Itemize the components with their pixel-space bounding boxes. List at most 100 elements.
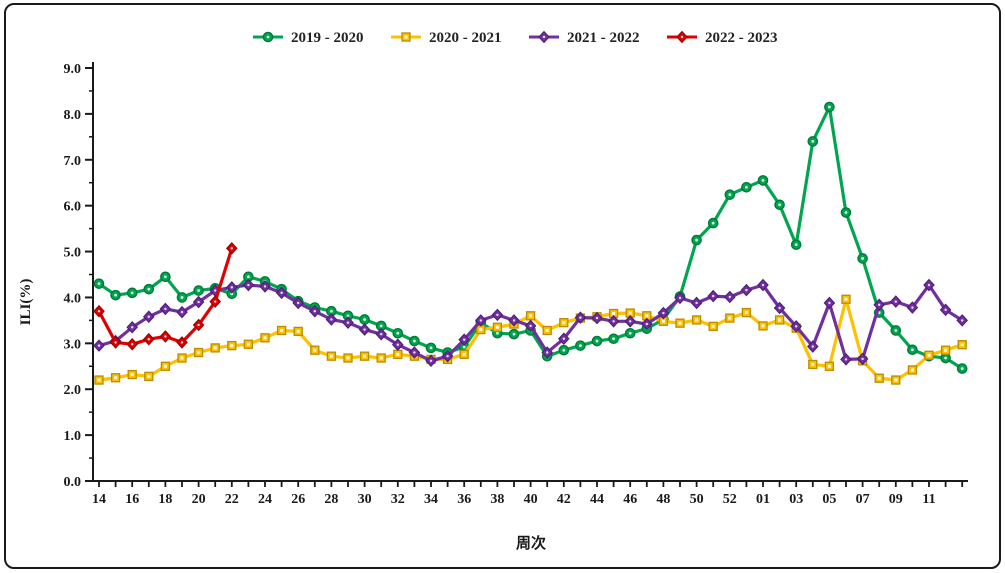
data-point-center [330, 309, 333, 313]
x-tick-label: 14 [92, 492, 106, 507]
data-point-center [678, 296, 682, 300]
x-tick-label: 24 [258, 492, 272, 507]
data-point-center [246, 342, 250, 346]
data-point-center [230, 286, 233, 289]
data-point-center [263, 336, 267, 340]
data-point-center [512, 319, 516, 322]
data-point-center [927, 283, 931, 287]
data-point-center [828, 105, 831, 109]
legend-item-2021-2022: 2021 - 2022 [529, 30, 640, 46]
x-tick-label: 46 [623, 492, 637, 507]
data-point-center [811, 362, 815, 366]
y-tick-label: 0.0 [64, 475, 82, 490]
data-point-center [114, 293, 117, 297]
data-point-center [130, 291, 134, 295]
axes: 0.0 1.0 2.0 3.0 4.0 5.0 6.0 7.0 8.0 9.0 14 16 18 20 22… [64, 62, 968, 507]
data-point-center [97, 378, 101, 382]
data-point-center [844, 211, 848, 214]
series-2022-2023 [93, 242, 238, 351]
data-point-center [346, 314, 350, 318]
data-point-center [628, 331, 632, 335]
data-point-center [379, 356, 383, 360]
data-point-center [761, 283, 765, 287]
data-point-center [562, 321, 566, 325]
x-tick-label: 32 [391, 492, 405, 507]
data-point-center [761, 179, 765, 182]
data-point-center [828, 301, 831, 305]
data-point-center [97, 344, 101, 347]
data-point-center [878, 303, 881, 306]
data-point-center [296, 329, 300, 333]
data-point-center [795, 325, 798, 328]
data-point-center [629, 320, 632, 323]
data-point-center [164, 335, 167, 338]
data-point-center [612, 312, 616, 316]
data-point-center [628, 311, 632, 315]
data-point-center [114, 376, 118, 380]
data-point-center [645, 314, 649, 318]
y-tick-label: 1.0 [64, 429, 82, 444]
data-point-center [728, 295, 731, 299]
x-tick-label: 11 [922, 492, 935, 507]
data-point-center [944, 356, 947, 360]
data-point-center [197, 300, 200, 304]
x-tick-label: 38 [490, 492, 504, 507]
x-tick-label: 50 [690, 492, 704, 507]
x-tick-label: 16 [125, 492, 139, 507]
data-point-center [147, 338, 150, 341]
data-point-center [778, 306, 781, 310]
data-point-center [247, 275, 250, 279]
legend-label: 2021 - 2022 [567, 30, 640, 46]
data-point-center [960, 343, 964, 347]
data-point-center [396, 343, 399, 346]
data-point-center [346, 356, 350, 360]
x-tick-label: 30 [358, 492, 372, 507]
data-point-center [911, 306, 914, 309]
data-point-center [542, 35, 546, 39]
data-point-center [329, 354, 333, 358]
y-tick-label: 5.0 [64, 246, 82, 261]
x-tick-label: 28 [324, 492, 338, 507]
data-point-center [280, 291, 283, 295]
data-point-center [266, 35, 270, 39]
data-point-center [147, 287, 151, 291]
data-point-center [130, 373, 134, 377]
data-point-center [595, 316, 599, 320]
series-2021-2022 [93, 278, 969, 368]
data-point-center [197, 323, 200, 327]
data-point-center [313, 310, 316, 313]
data-point-center [363, 318, 366, 321]
data-point-center [147, 374, 151, 378]
data-point-center [695, 301, 698, 305]
x-tick-label: 07 [856, 492, 870, 507]
data-point-center [163, 364, 167, 368]
data-point-center [761, 324, 765, 328]
data-point-center [529, 324, 532, 328]
data-point-center [495, 325, 499, 329]
legend-label: 2022 - 2023 [705, 30, 778, 46]
data-point-center [678, 321, 682, 325]
x-tick-label: 09 [889, 492, 903, 507]
data-point-center [910, 368, 914, 372]
data-point-center [197, 289, 201, 292]
data-point-center [131, 326, 134, 329]
x-tick-label: 42 [557, 492, 571, 507]
data-point-center [695, 318, 699, 322]
x-tick-label: 01 [756, 492, 770, 507]
data-point-center [728, 193, 732, 197]
chart-legend: 2019 - 2020 2020 - 2021 2021 - 2022 2022 - … [253, 30, 778, 46]
data-point-center [645, 322, 648, 326]
data-point-center [380, 332, 383, 336]
data-point-center [313, 348, 317, 352]
x-tick-label: 05 [822, 492, 836, 507]
data-point-center [680, 35, 684, 39]
data-point-center [778, 318, 782, 322]
data-point-center [463, 338, 466, 341]
data-point-center [180, 356, 184, 360]
data-point-center [230, 247, 233, 250]
data-point-center [214, 289, 217, 292]
x-tick-label: 20 [192, 492, 206, 507]
data-point-center [778, 203, 781, 207]
data-point-center [230, 292, 234, 296]
